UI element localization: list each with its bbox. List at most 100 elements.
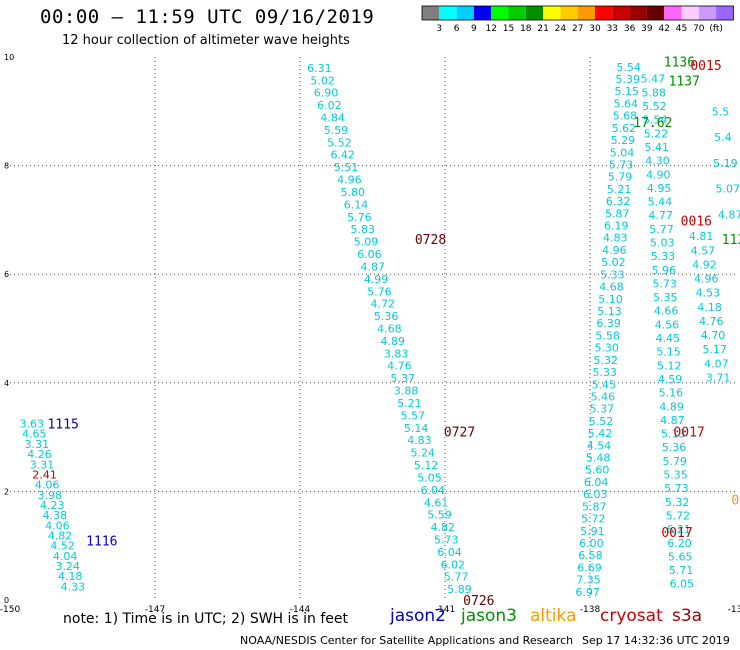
swh-value-label: 5.21 [607, 183, 632, 196]
swh-value-label: 5.15 [615, 85, 640, 98]
colorbar-label: 3 [436, 24, 442, 34]
swh-value-label: 7.35 [576, 574, 601, 587]
swh-value-label: 4.61 [424, 496, 449, 509]
colorbar-swatch [595, 6, 613, 20]
swh-value-label: 5.87 [605, 207, 630, 220]
swh-value-label: 3.71 [706, 371, 731, 384]
swh-value-label: 5.36 [662, 441, 687, 454]
colorbar-label: 12 [485, 24, 496, 34]
swh-value-label: 5.57 [401, 409, 426, 422]
y-tick-label: 4 [4, 379, 9, 388]
swh-value-label: 5.77 [444, 571, 469, 584]
swh-value-label: 4.92 [692, 258, 717, 271]
swh-value-label: 6.14 [344, 198, 369, 211]
colorbar-label: 70 [693, 24, 705, 34]
swh-value-label: 5.65 [668, 550, 693, 563]
colorbar-label: 9 [471, 24, 477, 34]
swh-value-label: 5.41 [645, 141, 670, 154]
colorbar-swatch [525, 6, 544, 20]
swh-value-label: 5.10 [598, 293, 623, 306]
pass-time-label: 0017 [661, 526, 692, 541]
swh-value-label: 5.35 [663, 469, 688, 482]
pass-time-label: 1137 [669, 74, 700, 89]
swh-value-label: 4.77 [648, 209, 673, 222]
swh-value-label: 4.81 [689, 230, 714, 243]
swh-value-label: 4.52 [50, 540, 75, 553]
swh-value-label: 5.73 [609, 158, 634, 171]
swh-value-label: 4.70 [701, 329, 726, 342]
swh-value-label: 5.88 [641, 86, 666, 99]
swh-value-label: 4.26 [27, 448, 52, 461]
swh-value-label: 6.04 [437, 546, 462, 559]
colorbar-swatch [698, 6, 717, 20]
swh-value-label: 4.96 [337, 174, 362, 187]
swh-value-label: 6.04 [421, 484, 446, 497]
swh-value-label: 5.48 [586, 452, 611, 465]
swh-value-label: 5.29 [611, 134, 636, 147]
swh-value-label: 5.47 [641, 73, 666, 86]
colorbar-swatch [646, 6, 665, 20]
swh-value-label: 5.19 [713, 157, 738, 170]
legend-altika: altika [530, 606, 577, 626]
swh-value-label: 5.76 [367, 285, 392, 298]
swh-value-label: 5.37 [590, 403, 615, 416]
swh-value-label: 6.21 [666, 523, 691, 536]
swh-value-label: 5.52 [642, 100, 667, 113]
swh-value-label: 4.65 [22, 428, 47, 441]
swh-value-label: 4.66 [654, 305, 679, 318]
x-tick-label: -138 [580, 605, 601, 615]
swh-value-label: 6.31 [307, 62, 332, 75]
colorbar-swatch [543, 6, 561, 20]
swh-value-label: 5.17 [702, 343, 727, 356]
swh-value-label: 5.52 [589, 415, 614, 428]
colorbar-label: 15 [503, 24, 514, 34]
colorbar-swatch [456, 6, 474, 20]
colorbar-label: (ft) [709, 24, 723, 34]
swh-value-label: 5.89 [447, 583, 472, 596]
swh-value-label: 6.03 [583, 488, 608, 501]
colorbar-swatch [491, 6, 509, 20]
colorbar-label: 24 [555, 24, 567, 34]
swh-value-label: 5.51 [334, 161, 359, 174]
swh-value-label: 4.82 [48, 530, 73, 543]
pass-time-label: 0016 [681, 214, 712, 229]
y-tick-label: 0 [4, 596, 9, 605]
swh-value-label: 2.41 [32, 468, 57, 481]
swh-value-label: 5.02 [601, 256, 626, 269]
credit-line: NOAA/NESDIS Center for Satellite Applica… [240, 634, 574, 647]
chart-subtitle: 12 hour collection of altimeter wave hei… [62, 33, 350, 48]
swh-value-label: 4.83 [603, 232, 628, 245]
swh-value-label: 4.87 [718, 208, 740, 221]
swh-value-label: 4.23 [40, 499, 65, 512]
swh-value-label: 5.96 [652, 264, 677, 277]
swh-value-label: 6.19 [604, 220, 629, 233]
swh-value-label: 6.97 [575, 586, 600, 599]
colorbar-swatch [560, 6, 578, 20]
footer-note: note: 1) Time is in UTC; 2) SWH is in fe… [63, 611, 349, 627]
pass-time-label: 0726 [463, 594, 494, 609]
swh-value-label: 5.44 [648, 196, 673, 209]
swh-value-label: 4.38 [43, 509, 68, 522]
colorbar-label: 33 [607, 24, 618, 34]
swh-value-label: 5.03 [650, 237, 675, 250]
swh-value-label: 4.87 [360, 260, 385, 273]
swh-value-label: 5.13 [661, 428, 686, 441]
colorbar-swatch [577, 6, 595, 20]
swh-value-label: 4.68 [377, 323, 402, 336]
swh-value-label: 6.32 [606, 195, 631, 208]
x-tick-label: -141 [435, 605, 455, 615]
swh-value-label: 5.02 [310, 74, 335, 87]
colorbar-label: 30 [589, 24, 601, 34]
swh-value-label: 5.32 [593, 354, 618, 367]
swh-value-label: 5.24 [411, 447, 436, 460]
swh-value-label: 4.56 [655, 318, 680, 331]
swh-value-label: 5.72 [666, 509, 691, 522]
pass-time-label: 1116 [86, 534, 117, 549]
swh-value-label: 3.98 [37, 489, 62, 502]
pass-time-label: 0304 [731, 494, 740, 509]
swh-value-label: 5.16 [659, 387, 684, 400]
colorbar-swatch [716, 6, 734, 20]
swh-value-label: 5.04 [610, 146, 635, 159]
swh-value-label: 5.77 [649, 223, 674, 236]
swh-value-label: 4.87 [660, 414, 685, 427]
